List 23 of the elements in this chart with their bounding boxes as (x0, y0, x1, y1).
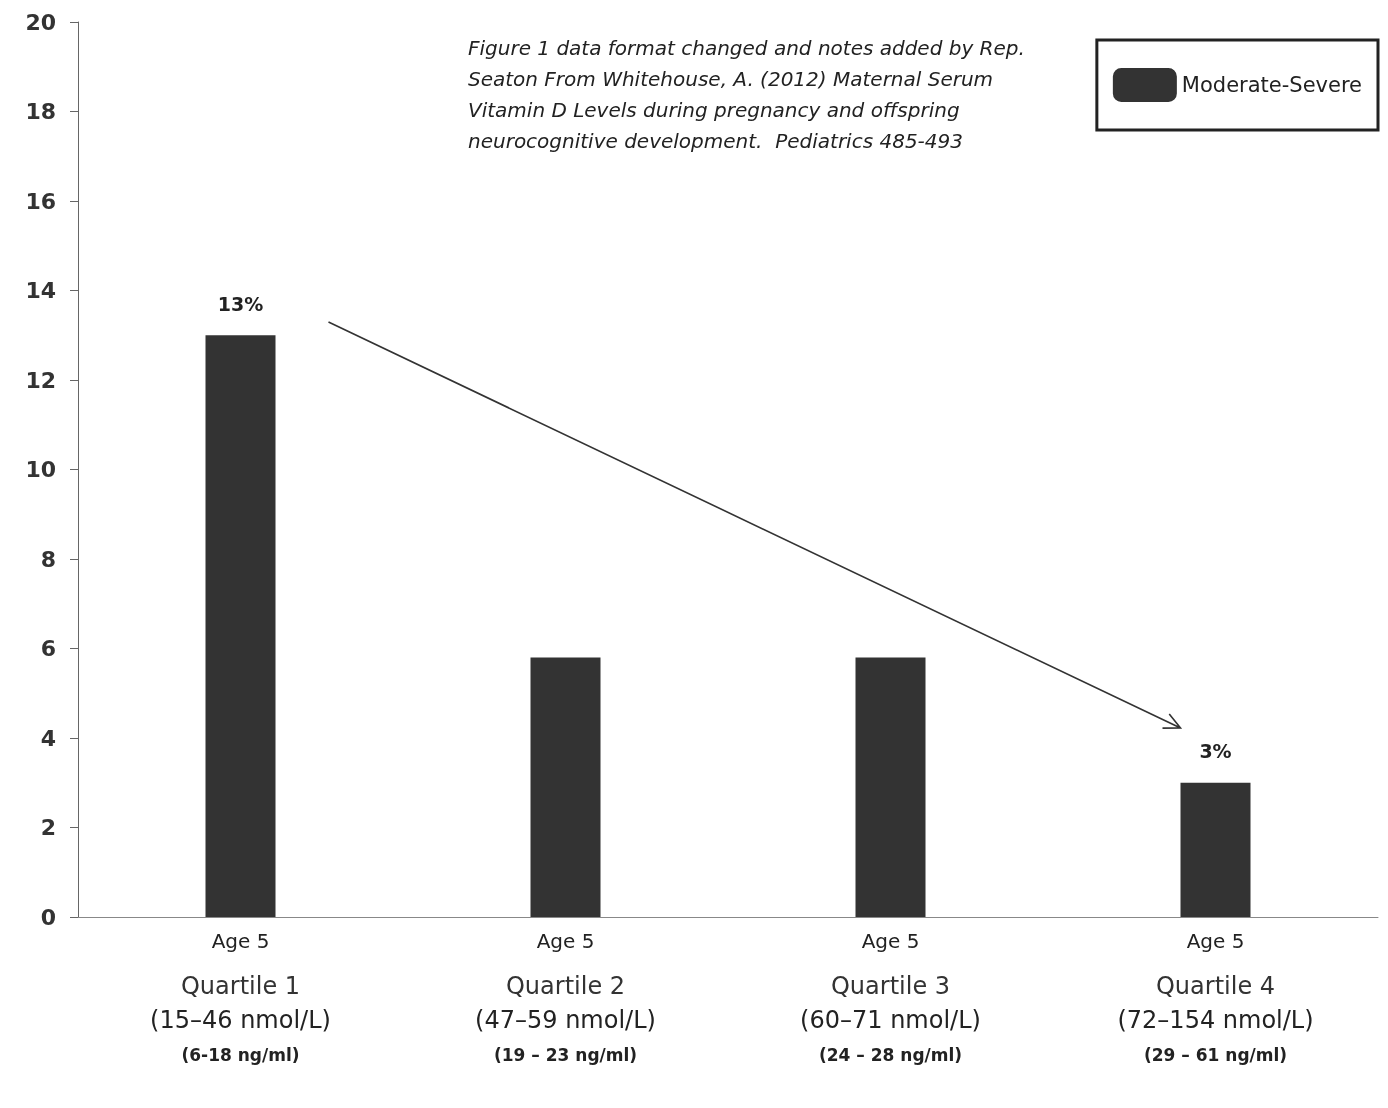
legend-label: Moderate-Severe (1181, 73, 1362, 97)
bar (1180, 782, 1251, 917)
annotation: Figure 1 data format changed and notes added by Rep. Seaton From Whitehouse, A. (2012) Maternal Serum Vitamin D Levels during pregnancy and offspring neurocognitive development. Pediatrics 485-493 (468, 35, 1032, 153)
y-tick-label: 4 (40, 725, 56, 751)
y-tick-label: 12 (25, 367, 56, 393)
x-tick-label: Age 5 Quartile 4 (72–154 nmol/L) (29 – 61 ng/ml) (1117, 929, 1314, 1065)
y-tick-label: 14 (25, 278, 56, 303)
x-tick-label: Age 5 Quartile 2 (47–59 nmol/L) (19 – 23 ng/ml) (475, 929, 656, 1065)
y-tick-label: 20 (25, 9, 56, 35)
y-tick-label: 10 (25, 457, 56, 482)
y-tick-label: 0 (40, 904, 56, 930)
y-tick-label: 18 (25, 99, 56, 124)
data-label: 3% (1199, 740, 1232, 763)
x-tick-label: Age 5 Quartile 1 (15–46 nmol/L) (6-18 ng/ml) (150, 929, 331, 1065)
bar (205, 335, 276, 917)
y-tick-label: 8 (40, 546, 56, 572)
data-label: 13% (217, 292, 264, 315)
y-tick-label: 16 (25, 188, 56, 214)
bar (530, 657, 601, 917)
y-tick-label: 6 (40, 636, 56, 661)
bar (855, 657, 926, 917)
y-tick-label: 2 (40, 815, 56, 840)
x-tick-label: Age 5 Quartile 3 (60–71 nmol/L) (24 – 28 ng/ml) (800, 929, 981, 1065)
